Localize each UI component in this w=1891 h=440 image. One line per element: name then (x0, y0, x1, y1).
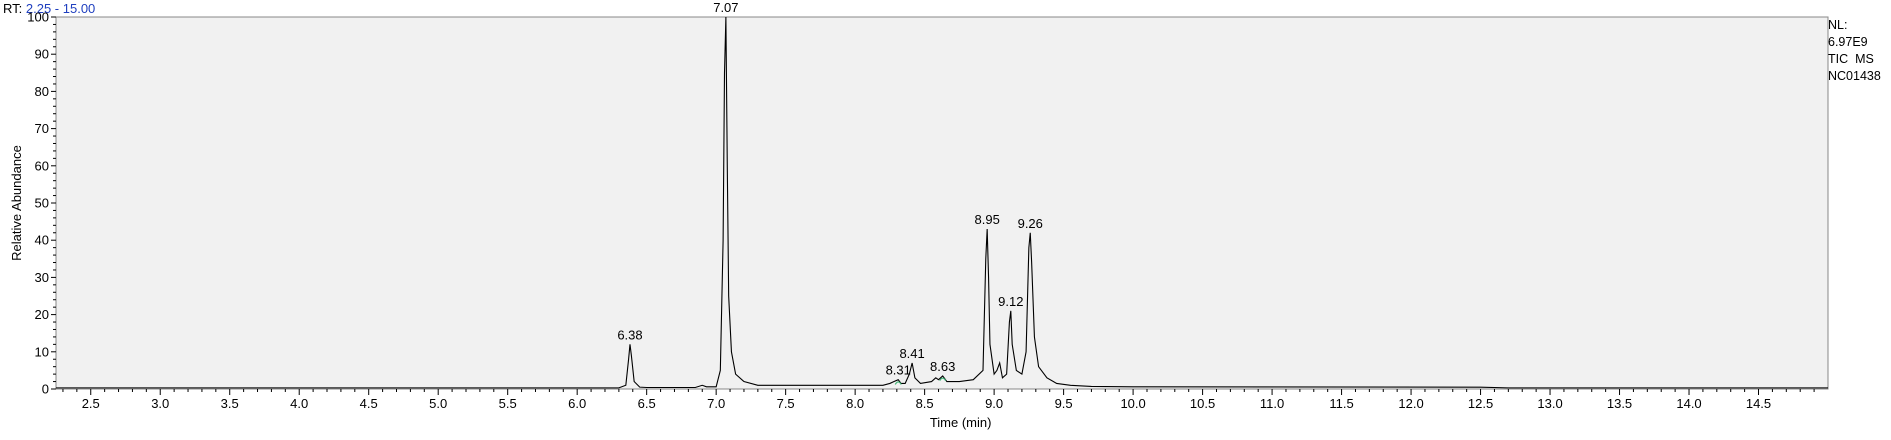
y-tick-label: 30 (35, 270, 49, 285)
x-axis-label: Time (min) (930, 415, 992, 430)
x-tick-label: 6.5 (638, 396, 656, 411)
sample-name: NC01438 (1828, 69, 1881, 83)
peak-marker (894, 381, 902, 385)
y-tick-label: 60 (35, 158, 49, 173)
y-tick-label: 100 (27, 10, 49, 25)
x-tick-label: 7.0 (707, 396, 725, 411)
y-tick-label: 50 (35, 196, 49, 211)
peak-label: 6.38 (617, 327, 642, 342)
y-tick-label: 90 (35, 47, 49, 62)
x-tick-label: 9.0 (985, 396, 1003, 411)
peak-label: 8.95 (975, 212, 1000, 227)
peak-label: 9.26 (1018, 216, 1043, 231)
scan-filter: TIC MS (1828, 52, 1874, 66)
x-tick-label: 9.5 (1055, 396, 1073, 411)
x-tick-label: 4.0 (290, 396, 308, 411)
x-tick-label: 12.0 (1398, 396, 1423, 411)
x-tick-label: 5.5 (499, 396, 517, 411)
peak-label: 8.63 (930, 359, 955, 374)
y-tick-label: 0 (42, 382, 49, 397)
x-tick-label: 11.5 (1329, 396, 1353, 411)
x-tick-label: 14.0 (1676, 396, 1701, 411)
y-tick-label: 40 (35, 233, 49, 248)
peak-label: 9.12 (998, 294, 1023, 309)
y-tick-label: 80 (35, 84, 49, 99)
rt-range-value: 2.25 - 15.00 (25, 1, 96, 16)
x-tick-label: 10.0 (1120, 396, 1145, 411)
y-tick-label: 70 (35, 121, 49, 136)
peak-label: 7.07 (713, 0, 738, 15)
info-panel: NL: 6.97E9 TIC MS NC01438 (1828, 17, 1881, 85)
plot-area (55, 16, 1829, 390)
x-tick-label: 5.0 (429, 396, 447, 411)
nl-value: 6.97E9 (1828, 35, 1868, 49)
x-axis-ticks: 2.5 3.0 3.5 4.0 4.5 5.0 5.5 6.0 6.5 7.0 7.5 8.0 8.5 9… (62, 389, 1815, 411)
y-axis-label: Relative Abundance (9, 145, 24, 261)
x-tick-label: 10.5 (1190, 396, 1215, 411)
x-tick-label: 7.5 (777, 396, 795, 411)
x-tick-label: 8.5 (916, 396, 934, 411)
x-tick-label: 2.5 (82, 396, 100, 411)
peak-labels: 6.38 7.07 8.31 8.41 8.63 8.95 9.12 9.26 (617, 0, 1043, 378)
x-tick-label: 4.5 (360, 396, 378, 411)
peak-markers (894, 377, 947, 385)
peak-label: 8.41 (899, 346, 924, 361)
y-tick-label: 20 (35, 307, 49, 322)
x-tick-label: 11.0 (1260, 396, 1284, 411)
y-axis-ticks: 0 10 20 30 40 50 60 70 80 90 100 (27, 10, 56, 397)
nl-label: NL: (1828, 18, 1848, 32)
peak-label: 8.31 (886, 363, 911, 378)
x-tick-label: 14.5 (1746, 396, 1771, 411)
tic-trace (56, 16, 1828, 389)
x-tick-label: 13.5 (1607, 396, 1632, 411)
x-tick-label: 13.0 (1537, 396, 1562, 411)
x-tick-label: 6.0 (568, 396, 586, 411)
peak-marker (939, 377, 947, 382)
x-tick-label: 3.0 (151, 396, 169, 411)
x-tick-label: 8.0 (846, 396, 864, 411)
rt-range-header: RT: 2.25 - 15.00 (3, 1, 95, 16)
x-tick-label: 12.5 (1468, 396, 1493, 411)
rt-label: RT: (3, 1, 23, 16)
x-tick-label: 3.5 (221, 396, 239, 411)
y-tick-label: 10 (35, 344, 49, 359)
